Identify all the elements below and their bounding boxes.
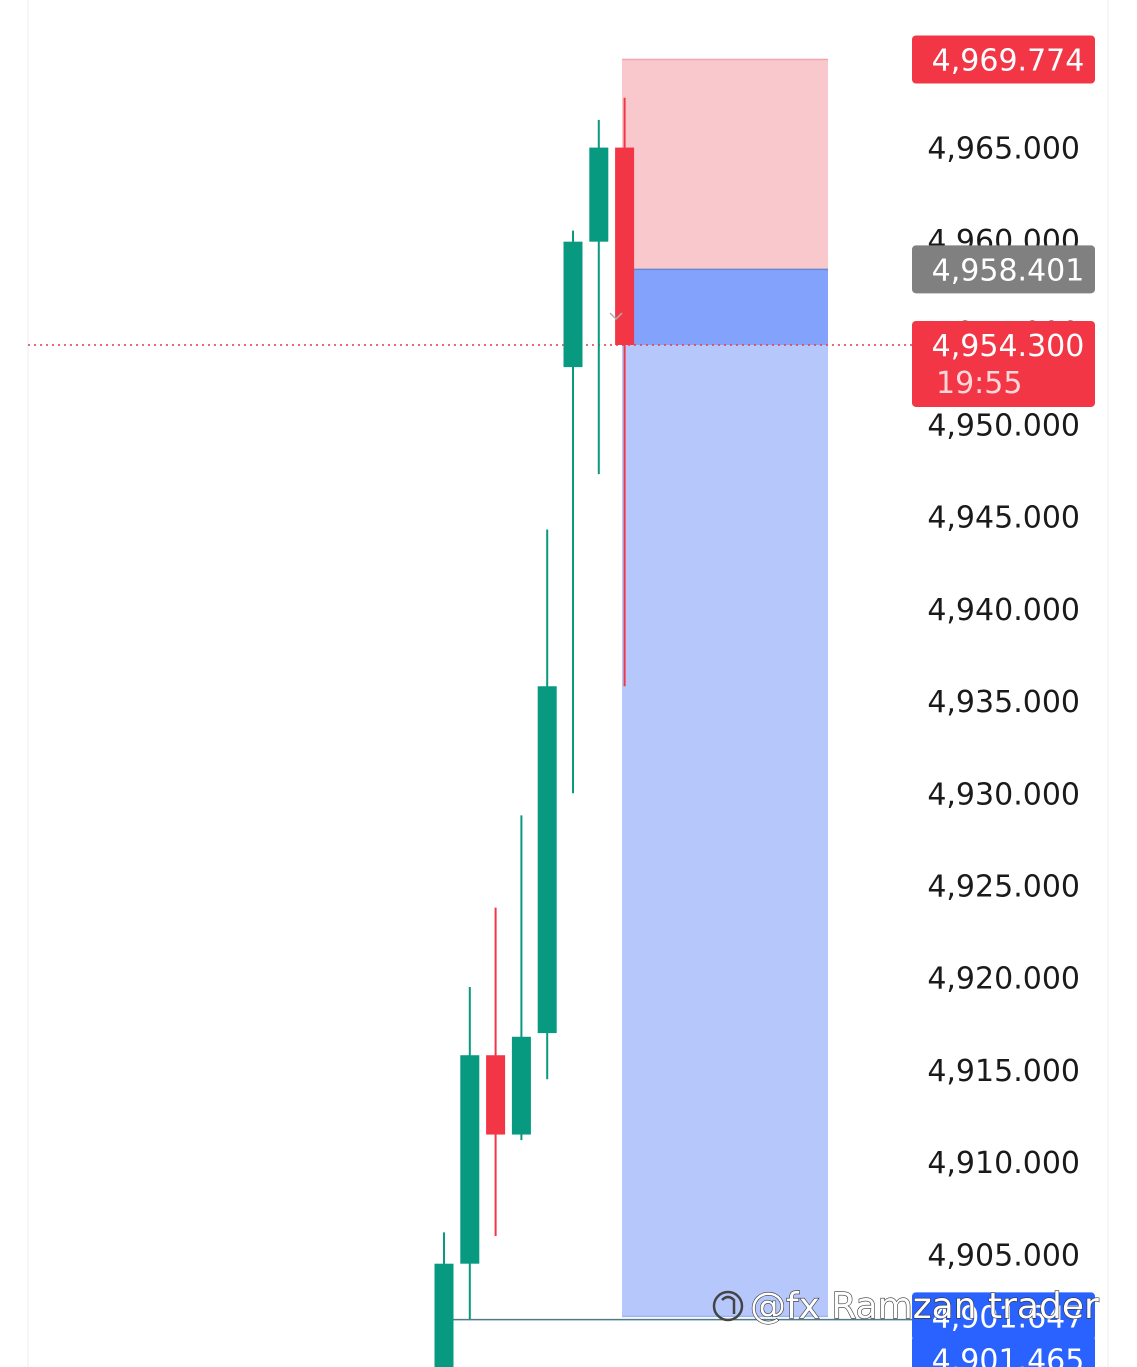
stop-loss-price-text: 4,969.774 <box>932 44 1085 79</box>
watermark-logo-icon <box>712 1290 744 1322</box>
current-price-tag: 4,954.300 19:55 <box>912 320 1095 407</box>
take-profit-price-text: 4,901.647 <box>932 1300 1085 1335</box>
entry-price-tag: 4,958.401 <box>912 245 1095 294</box>
stop-loss-price-tag: 4,969.774 <box>912 35 1095 84</box>
current-price-text: 4,954.300 <box>932 329 1085 364</box>
cursor-icon <box>609 312 623 321</box>
candle-body <box>460 1055 480 1264</box>
price-axis-label: 4,940.000 <box>927 593 1080 628</box>
price-axis-label: 4,965.000 <box>927 132 1080 167</box>
candle-body <box>511 1036 531 1135</box>
price-axis-label: 4,945.000 <box>927 501 1080 536</box>
price-axis-label: 4,935.000 <box>927 685 1080 720</box>
price-axis-label: 4,950.000 <box>927 408 1080 443</box>
candle-body <box>615 147 635 345</box>
candle-body <box>563 241 583 368</box>
price-axis-label: 4,930.000 <box>927 777 1080 812</box>
price-axis-label: 4,920.000 <box>927 962 1080 997</box>
candle-body <box>486 1055 506 1135</box>
candle-body <box>589 147 609 242</box>
watermark-text: @fx Ramzan trader <box>750 1286 1099 1327</box>
price-axis-label: 4,905.000 <box>927 1238 1080 1273</box>
price-axis-label: 4,910.000 <box>927 1146 1080 1181</box>
candles <box>434 97 635 1367</box>
price-axis[interactable]: 4,965.0004,960.0004,955.0004,950.0004,94… <box>927 132 1080 1274</box>
horizontal-line-price-tag: 4,901.465 <box>912 1335 1095 1367</box>
candle-body <box>434 1263 454 1367</box>
bar-countdown: 19:55 <box>936 366 1022 401</box>
horizontal-line-price-text: 4,901.465 <box>932 1344 1085 1367</box>
watermark-logo-mark <box>721 1295 736 1314</box>
entry-band <box>622 269 828 345</box>
entry-price-text: 4,958.401 <box>932 253 1085 288</box>
candle-body <box>537 686 557 1034</box>
watermark: @fx Ramzan trader <box>712 1285 1100 1328</box>
stop-loss-zone[interactable] <box>622 59 828 270</box>
position-tool[interactable] <box>622 58 828 1318</box>
take-profit-zone[interactable] <box>622 269 828 1317</box>
take-profit-price-tag: 4,901.647 <box>912 1292 1095 1341</box>
price-axis-label: 4,925.000 <box>927 870 1080 905</box>
price-axis-label: 4,915.000 <box>927 1054 1080 1089</box>
